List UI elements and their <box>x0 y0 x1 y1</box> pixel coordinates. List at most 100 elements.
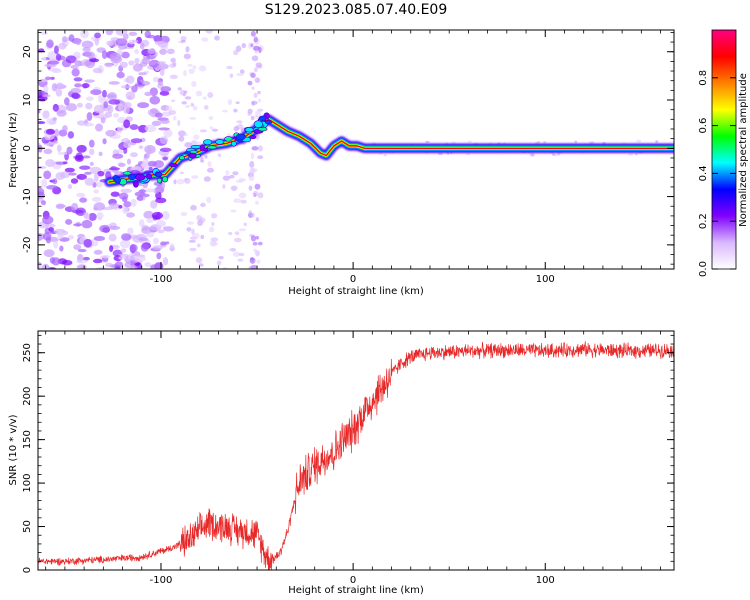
noise-blob <box>92 258 103 264</box>
noise-blob <box>105 262 113 268</box>
noise-blob <box>107 105 114 114</box>
noise-blob <box>254 77 261 83</box>
noise-blob <box>130 198 137 207</box>
spectrogram-y-tick-label: -20 <box>22 237 33 253</box>
ridge-blob <box>162 176 169 183</box>
noise-blob <box>255 235 259 240</box>
noise-blob <box>258 46 262 54</box>
noise-blob <box>131 39 139 43</box>
noise-blob <box>38 121 46 125</box>
spectrogram-y-tick-label: 10 <box>22 94 33 107</box>
noise-blob <box>145 188 156 193</box>
ridge-blob <box>265 120 272 125</box>
noise-blob <box>169 74 178 80</box>
noise-blob <box>85 102 93 110</box>
noise-blob <box>177 130 186 137</box>
noise-blob <box>85 51 95 59</box>
noise-blob <box>55 82 64 90</box>
noise-blob <box>247 80 253 86</box>
noise-blob <box>258 98 262 103</box>
noise-blob <box>193 134 200 140</box>
noise-blob <box>238 252 245 257</box>
spectrogram-x-tick-label: 0 <box>350 274 356 285</box>
noise-blob <box>126 158 132 165</box>
noise-blob <box>232 171 239 176</box>
noise-blob <box>169 243 175 249</box>
noise-blob <box>183 70 187 77</box>
noise-blob <box>82 47 91 53</box>
noise-blob <box>207 167 214 173</box>
noise-blob <box>108 81 120 85</box>
noise-blob <box>38 48 45 53</box>
ridge-blob <box>179 155 185 161</box>
noise-blob <box>93 249 103 255</box>
noise-blob <box>157 41 169 48</box>
ridge-blob <box>168 163 178 167</box>
noise-blob <box>113 112 119 118</box>
noise-blob <box>81 40 94 49</box>
spectrogram-x-ticks: -100 0 100 <box>45 30 661 285</box>
noise-blob <box>467 140 472 143</box>
noise-blob <box>251 100 255 106</box>
noise-blob <box>115 38 128 47</box>
noise-blob <box>157 229 165 234</box>
noise-blob <box>250 115 255 121</box>
noise-blob <box>126 212 135 218</box>
noise-blob <box>48 227 55 232</box>
noise-blob <box>138 145 144 150</box>
noise-blob <box>84 79 95 83</box>
noise-blob <box>65 219 73 225</box>
noise-blob <box>146 218 154 223</box>
noise-blob <box>250 30 256 37</box>
noise-blob <box>425 140 430 144</box>
colorbar-tick-label: 0.0 <box>698 261 709 277</box>
noise-blob <box>235 179 244 183</box>
noise-blob <box>151 211 164 220</box>
noise-blob <box>232 251 241 257</box>
noise-blob <box>187 221 195 225</box>
noise-blob <box>543 141 547 144</box>
noise-blob <box>250 43 254 48</box>
noise-blob <box>239 69 245 74</box>
noise-blob <box>257 145 263 152</box>
spectrogram-y-tick-label: 0 <box>22 145 33 151</box>
snr-series-line <box>38 341 674 570</box>
noise-blob <box>67 234 75 240</box>
noise-blob <box>235 45 242 52</box>
noise-blob <box>237 258 244 262</box>
noise-blob <box>108 99 121 105</box>
noise-blob <box>238 228 247 232</box>
noise-blob <box>86 112 93 121</box>
noise-blob <box>71 92 80 99</box>
noise-blob <box>132 235 144 243</box>
noise-blob <box>214 35 220 41</box>
noise-blob <box>114 266 121 269</box>
noise-blob <box>230 185 238 191</box>
noise-blob <box>131 85 138 93</box>
noise-blob <box>158 62 165 71</box>
noise-blob <box>123 201 132 208</box>
noise-blob <box>118 162 126 167</box>
noise-blob <box>225 170 230 176</box>
noise-blob <box>628 152 633 156</box>
noise-blob <box>143 210 154 219</box>
noise-blob <box>138 189 147 193</box>
noise-blob <box>204 105 209 110</box>
noise-blob <box>201 37 209 42</box>
noise-blob <box>180 36 187 42</box>
noise-blob <box>383 154 388 157</box>
noise-blob <box>64 97 70 106</box>
ridge-blob <box>203 147 209 152</box>
noise-blob <box>557 152 561 156</box>
noise-blob <box>50 76 55 80</box>
noise-blob <box>46 39 54 49</box>
noise-blob <box>147 48 156 55</box>
noise-blob <box>105 129 116 137</box>
noise-blob <box>140 79 145 84</box>
noise-blob <box>438 152 443 156</box>
noise-blob <box>123 141 132 149</box>
noise-blob <box>150 200 158 209</box>
noise-blob <box>236 72 245 77</box>
noise-blob <box>253 36 259 43</box>
noise-blob <box>221 109 229 113</box>
